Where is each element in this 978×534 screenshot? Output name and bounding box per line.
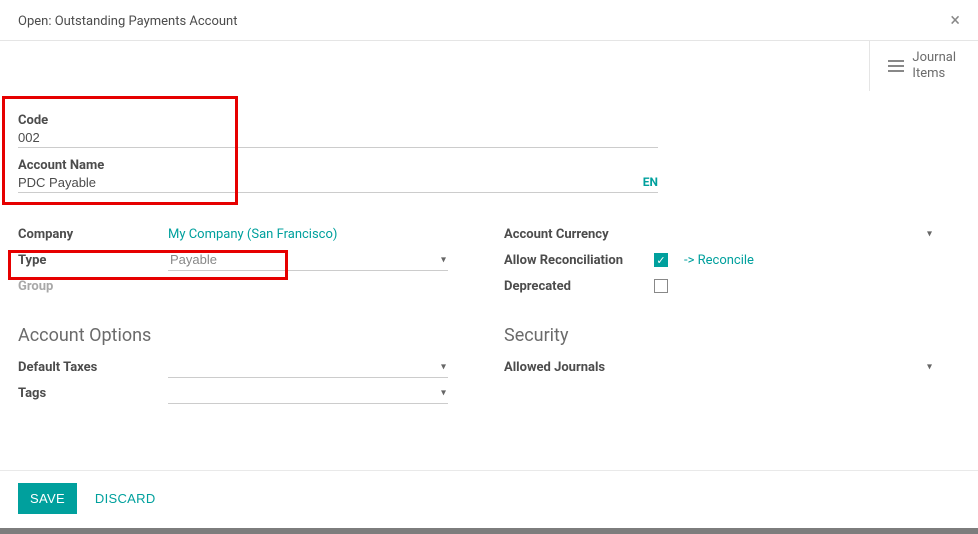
- type-label: Type: [18, 253, 168, 268]
- account-currency-row: Account Currency ▾: [504, 221, 960, 247]
- group-label: Group: [18, 279, 168, 294]
- discard-button[interactable]: DISCARD: [95, 491, 156, 506]
- code-label: Code: [18, 113, 960, 128]
- account-name-label: Account Name: [18, 158, 960, 173]
- deprecated-checkbox[interactable]: [654, 279, 668, 293]
- code-field: Code: [18, 113, 960, 148]
- left-column: Company My Company (San Francisco) Type …: [18, 221, 474, 406]
- default-taxes-select[interactable]: [168, 356, 448, 378]
- company-row: Company My Company (San Francisco): [18, 221, 474, 247]
- type-select[interactable]: [168, 249, 448, 271]
- dialog-header: Open: Outstanding Payments Account ×: [0, 0, 978, 41]
- reconcile-link[interactable]: -> Reconcile: [684, 253, 754, 268]
- company-label: Company: [18, 227, 168, 242]
- allowed-journals-label: Allowed Journals: [504, 360, 654, 375]
- allow-reconciliation-checkbox[interactable]: ✓: [654, 253, 668, 267]
- company-link[interactable]: My Company (San Francisco): [168, 227, 337, 242]
- account-currency-select[interactable]: [654, 223, 934, 245]
- journal-items-button[interactable]: Journal Items: [869, 41, 978, 91]
- save-button[interactable]: SAVE: [18, 483, 77, 514]
- tags-label: Tags: [18, 386, 168, 401]
- tags-row: Tags ▾: [18, 380, 474, 406]
- deprecated-label: Deprecated: [504, 279, 654, 294]
- allow-reconciliation-label: Allow Reconciliation: [504, 253, 654, 268]
- allowed-journals-select[interactable]: [654, 356, 934, 378]
- account-name-input[interactable]: [18, 173, 658, 193]
- account-options-title: Account Options: [18, 325, 474, 346]
- dialog-footer: SAVE DISCARD: [0, 470, 978, 528]
- deprecated-row: Deprecated: [504, 273, 960, 299]
- code-input[interactable]: [18, 128, 658, 148]
- default-taxes-label: Default Taxes: [18, 360, 168, 375]
- top-bar: Journal Items: [0, 41, 978, 91]
- allowed-journals-row: Allowed Journals ▾: [504, 354, 960, 380]
- dialog-title: Open: Outstanding Payments Account: [18, 14, 237, 29]
- details-columns: Company My Company (San Francisco) Type …: [18, 221, 960, 406]
- security-title: Security: [504, 325, 960, 346]
- form-body: Code Account Name EN Company My Company …: [0, 113, 978, 406]
- right-column: Account Currency ▾ Allow Reconciliation …: [504, 221, 960, 406]
- language-badge[interactable]: EN: [643, 175, 658, 189]
- tags-select[interactable]: [168, 382, 448, 404]
- type-row: Type ▾: [18, 247, 474, 273]
- group-row: Group: [18, 273, 474, 299]
- account-currency-label: Account Currency: [504, 227, 654, 242]
- default-taxes-row: Default Taxes ▾: [18, 354, 474, 380]
- allow-reconciliation-row: Allow Reconciliation ✓ -> Reconcile: [504, 247, 960, 273]
- journal-items-label: Journal Items: [912, 50, 956, 83]
- account-name-field: Account Name EN: [18, 158, 960, 193]
- list-icon: [888, 60, 904, 72]
- close-icon[interactable]: ×: [950, 12, 960, 30]
- bottom-shadow: [0, 528, 978, 534]
